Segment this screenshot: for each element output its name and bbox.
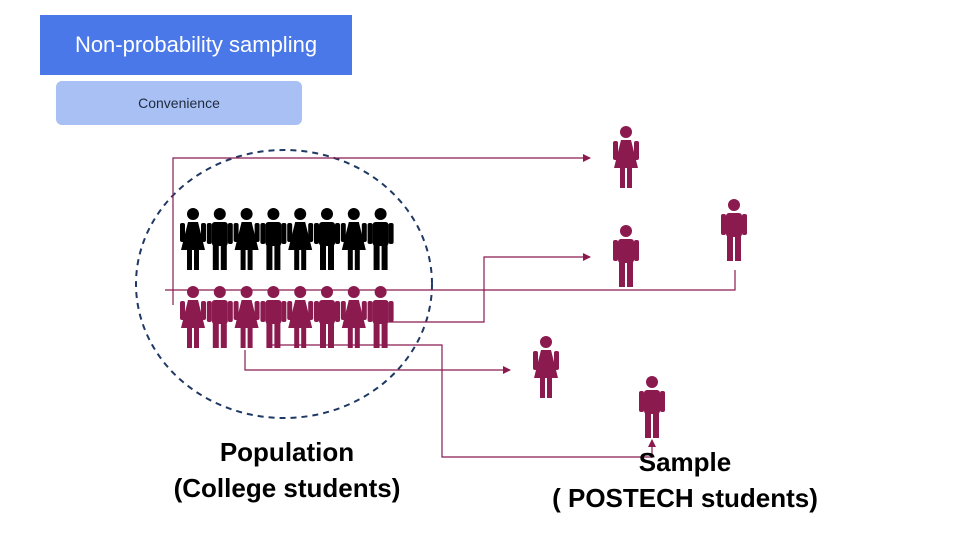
sample-member-female-person-icon [613, 126, 639, 188]
population-sampled-female-person-icon [180, 286, 206, 348]
arrow-to-sample-4 [244, 350, 511, 374]
population-general-male-person-icon [206, 208, 233, 270]
population-sampled-male-person-icon [314, 286, 340, 348]
population-sublabel: (College students) [173, 473, 401, 503]
selection-arrows [165, 154, 736, 458]
sample-member-male-person-icon [721, 199, 747, 261]
population-general-male-person-icon [260, 208, 287, 270]
population-sampled-male-person-icon [260, 286, 287, 348]
slide-title: Non-probability sampling [40, 15, 352, 75]
sample-member-male-person-icon [639, 376, 665, 438]
population-general-female-person-icon [233, 208, 260, 270]
population-label: Population [219, 437, 355, 467]
sample-group [533, 126, 747, 438]
population-sampled-male-person-icon [367, 286, 394, 348]
population-boundary [135, 149, 433, 419]
arrow-to-sample-3 [165, 270, 736, 291]
population-general-male-person-icon [367, 208, 394, 270]
sample-caption: Sample ( POSTECH students) [530, 444, 840, 516]
sample-label: Sample [638, 447, 732, 477]
population-general-row [180, 208, 394, 270]
population-sampled-female-person-icon [287, 286, 314, 348]
population-general-female-person-icon [287, 208, 314, 270]
population-sampled-female-person-icon [340, 286, 367, 348]
population-general-female-person-icon [340, 208, 367, 270]
population-general-female-person-icon [180, 208, 206, 270]
arrow-to-sample-1 [172, 154, 591, 305]
population-sampled-female-person-icon [233, 286, 260, 348]
sample-sublabel: ( POSTECH students) [552, 483, 818, 513]
population-sampled-row [180, 286, 394, 348]
population-sampled-male-person-icon [206, 286, 233, 348]
sample-member-female-person-icon [533, 336, 559, 398]
population-caption: Population (College students) [137, 434, 437, 506]
sample-member-male-person-icon [613, 225, 639, 287]
arrow-to-sample-5 [270, 344, 656, 458]
population-general-male-person-icon [314, 208, 340, 270]
sampling-method-label: Convenience [56, 81, 302, 125]
